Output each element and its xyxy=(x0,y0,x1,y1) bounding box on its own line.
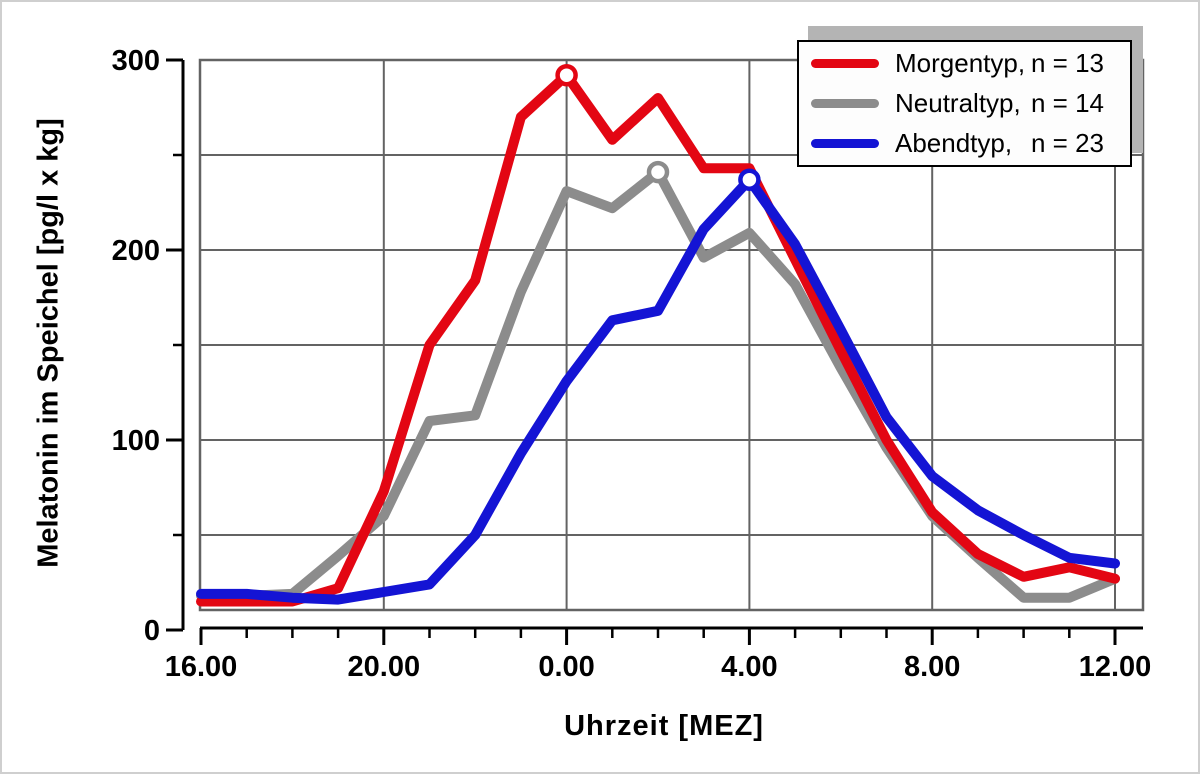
legend-count: n = 14 xyxy=(1031,88,1105,118)
legend-item-abendtyp: Abendtyp, n = 23 xyxy=(811,126,1130,162)
x-tick-label: 20.00 xyxy=(348,651,421,683)
y-axis: 0 100 200 300 xyxy=(112,45,185,647)
legend: Morgentyp, n = 13 Neutraltyp, n = 14 Abe… xyxy=(797,40,1132,167)
y-tick-label: 100 xyxy=(112,425,160,457)
legend-label: Neutraltyp, xyxy=(895,88,1021,118)
legend-item-morgentyp: Morgentyp, n = 13 xyxy=(811,46,1130,82)
legend-item-neutraltyp: Neutraltyp, n = 14 xyxy=(811,86,1130,122)
y-axis-title: Melatonin im Speichel [pg/l x kg] xyxy=(32,118,65,568)
x-axis: 16.00 20.00 0.00 4.00 8.00 12.00 xyxy=(165,626,1152,683)
plot-frame xyxy=(198,58,1145,612)
y-tick-label: 0 xyxy=(144,615,160,647)
peak-marker-neutraltyp xyxy=(646,160,670,184)
gridlines xyxy=(200,60,1143,610)
legend-count: n = 13 xyxy=(1031,48,1105,78)
x-tick-label: 8.00 xyxy=(904,651,960,683)
y-tick-label: 300 xyxy=(112,45,160,77)
peak-marker-abendtyp xyxy=(738,168,761,191)
legend-label: Morgentyp, xyxy=(895,48,1026,78)
series-line-morgentyp xyxy=(196,70,1120,607)
legend-swatch-abendtyp xyxy=(811,139,879,148)
legend-count: n = 23 xyxy=(1031,128,1105,158)
x-tick-label: 0.00 xyxy=(538,651,594,683)
legend-swatch-morgentyp xyxy=(811,59,879,68)
x-axis-title: Uhrzeit [MEZ] xyxy=(564,710,764,742)
legend-swatch-neutraltyp xyxy=(811,99,879,108)
legend-label: Abendtyp, xyxy=(895,128,1013,158)
x-tick-label: 12.00 xyxy=(1079,651,1152,683)
x-tick-label: 4.00 xyxy=(721,651,777,683)
peak-marker-morgentyp xyxy=(555,63,578,87)
series-line-abendtyp xyxy=(196,174,1120,605)
series-line-neutraltyp xyxy=(196,167,1120,603)
y-tick-label: 200 xyxy=(112,235,160,267)
x-tick-label: 16.00 xyxy=(165,651,238,683)
